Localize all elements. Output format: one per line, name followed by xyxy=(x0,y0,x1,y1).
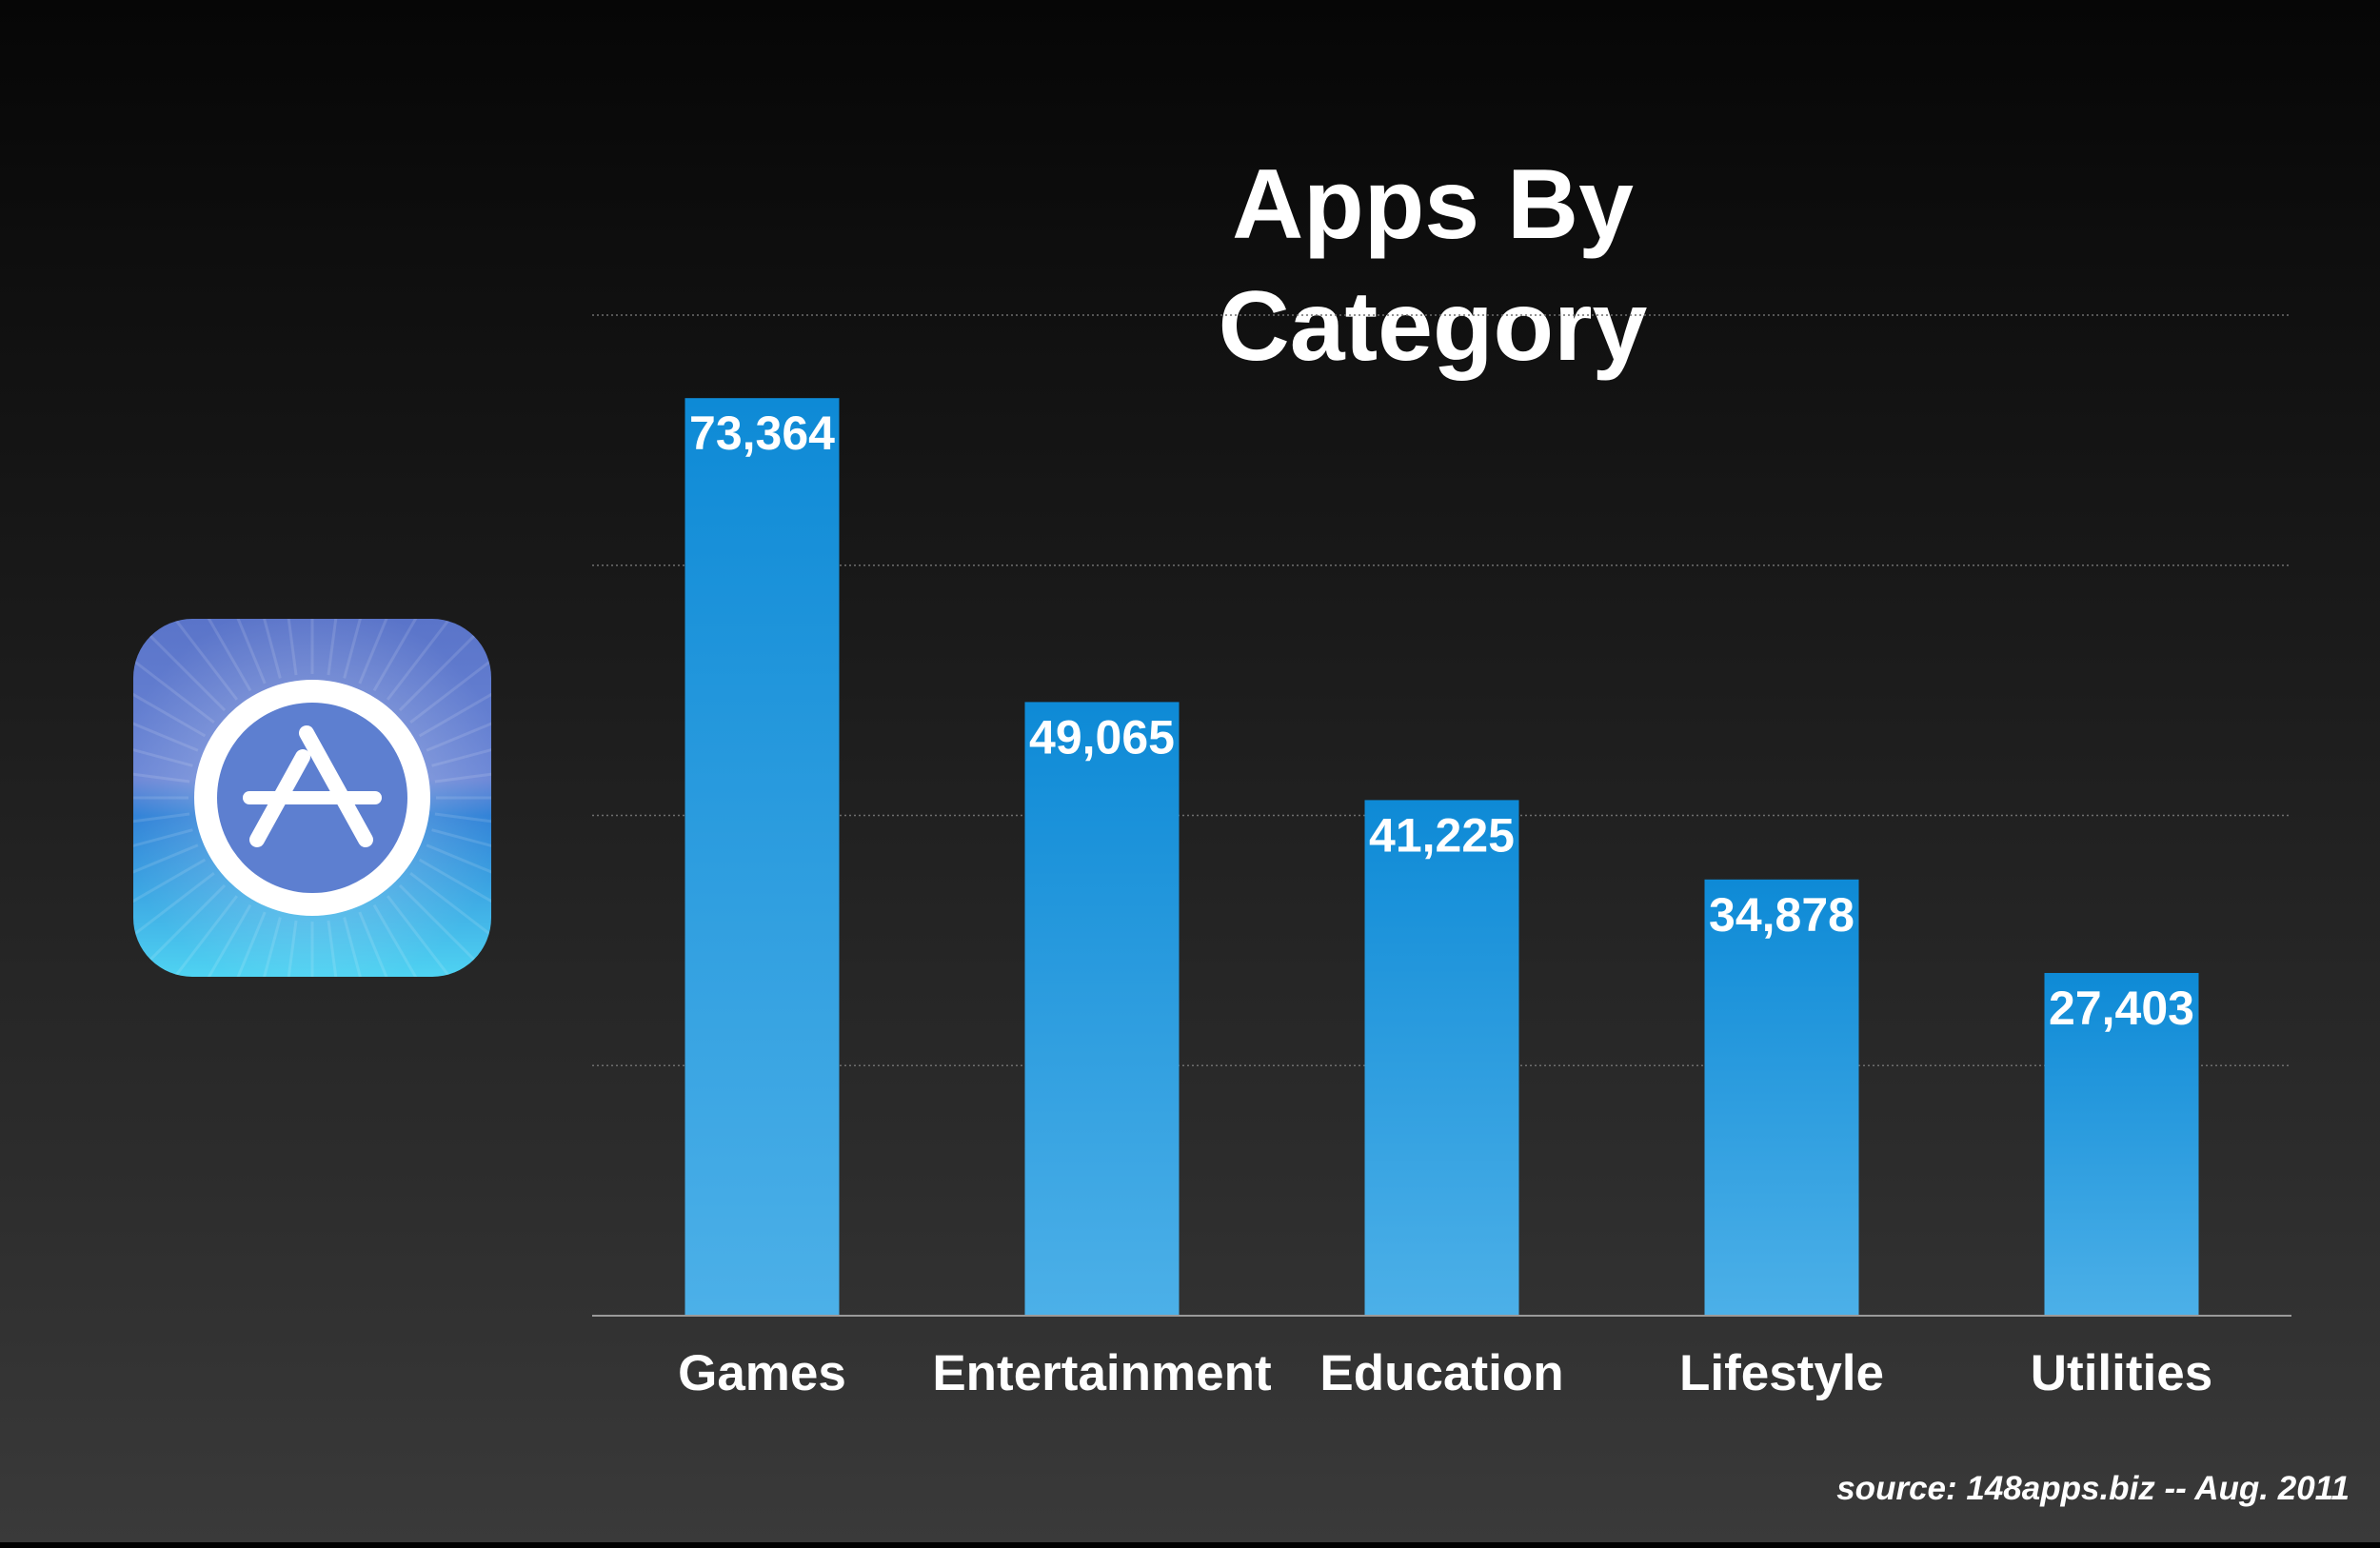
value-label-games: 73,364 xyxy=(689,407,835,460)
value-labels: 73,364 49,065 41,225 34,878 27,403 xyxy=(689,407,2194,1035)
chart-title-line-2: Category xyxy=(1219,271,1648,382)
bar-games xyxy=(684,398,840,1317)
bottom-strip xyxy=(0,1542,2380,1548)
category-label-entertainment: Entertainment xyxy=(932,1345,1271,1401)
source-note: source: 148apps.biz -- Aug. 2011 xyxy=(1836,1470,2350,1507)
category-label-lifestyle: Lifestyle xyxy=(1679,1345,1884,1401)
bar-entertainment xyxy=(1024,702,1180,1316)
value-label-entertainment: 49,065 xyxy=(1029,710,1175,764)
category-labels: Games Entertainment Education Lifestyle Util… xyxy=(678,1345,2212,1401)
bar-lifestyle xyxy=(1704,879,1859,1316)
value-label-utilities: 27,403 xyxy=(2049,982,2194,1035)
category-label-utilities: Utilities xyxy=(2031,1345,2212,1401)
app-store-glyph-icon xyxy=(243,725,382,847)
category-label-education: Education xyxy=(1319,1345,1563,1401)
value-label-education: 41,225 xyxy=(1369,808,1515,862)
category-label-games: Games xyxy=(678,1345,846,1401)
value-label-lifestyle: 34,878 xyxy=(1709,888,1854,942)
bar-utilities xyxy=(2044,972,2199,1316)
bar-education xyxy=(1364,800,1519,1316)
app-store-icon xyxy=(133,619,491,977)
bars xyxy=(684,398,2199,1317)
chart-title-line-1: Apps By xyxy=(1232,149,1634,260)
